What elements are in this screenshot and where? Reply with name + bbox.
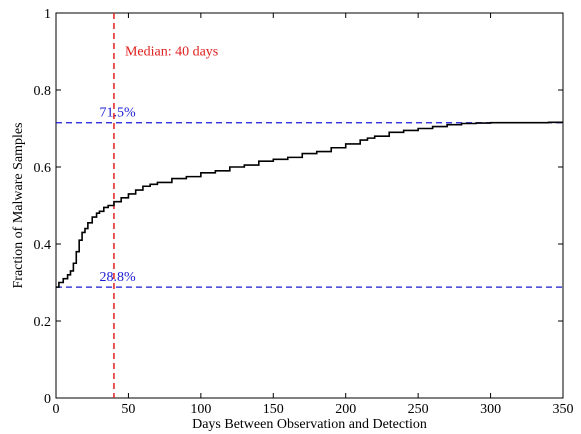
y-axis-title: Fraction of Malware Samples xyxy=(11,122,26,288)
x-tick-label: 0 xyxy=(53,402,60,417)
x-tick-label: 50 xyxy=(121,402,135,417)
y-tick-label: 0 xyxy=(44,392,51,407)
x-tick-label: 250 xyxy=(408,402,429,417)
plot-area: 0 50 100 150 200 250 300 350 0 0.2 0.4 0.6 0.8 1 71.5%… xyxy=(34,7,574,417)
x-axis-title: Days Between Observation and Detection xyxy=(192,417,427,432)
reference-label: 71.5% xyxy=(99,106,136,121)
x-tick-label: 200 xyxy=(335,402,356,417)
x-tick-label: 100 xyxy=(190,402,211,417)
reference-label: 28.8% xyxy=(99,270,136,285)
x-tick-label: 300 xyxy=(480,402,501,417)
x-tick-label: 150 xyxy=(263,402,284,417)
x-tick-label: 350 xyxy=(553,402,574,417)
y-tick-label: 0.4 xyxy=(34,238,52,253)
plot-frame xyxy=(55,12,564,399)
median-label: Median: 40 days xyxy=(125,44,218,59)
cdf-series-line xyxy=(56,121,563,288)
y-tick-label: 0.6 xyxy=(34,161,52,176)
y-tick-label: 1 xyxy=(44,7,51,22)
y-tick-label: 0.8 xyxy=(34,84,52,99)
y-tick-label: 0.2 xyxy=(34,315,52,330)
